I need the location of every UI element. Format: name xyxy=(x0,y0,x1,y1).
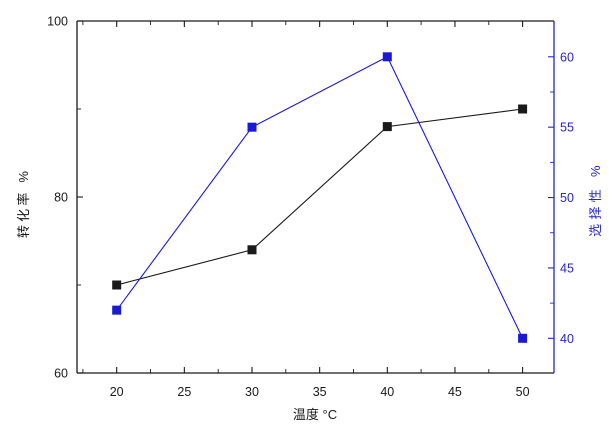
svg-text:60: 60 xyxy=(54,367,68,381)
svg-text:40: 40 xyxy=(380,385,394,399)
svg-text:55: 55 xyxy=(560,121,574,135)
svg-text:30: 30 xyxy=(245,385,259,399)
svg-text:50: 50 xyxy=(560,191,574,205)
svg-text:25: 25 xyxy=(177,385,191,399)
svg-text:80: 80 xyxy=(54,191,68,205)
svg-text:35: 35 xyxy=(313,385,327,399)
svg-text:选择性 %: 选择性 % xyxy=(588,161,603,237)
svg-text:60: 60 xyxy=(560,50,574,64)
svg-text:45: 45 xyxy=(448,385,462,399)
svg-text:温度 °C: 温度 °C xyxy=(293,407,337,422)
svg-text:转化率 %: 转化率 % xyxy=(16,168,31,238)
svg-text:40: 40 xyxy=(560,332,574,346)
svg-text:50: 50 xyxy=(516,385,530,399)
svg-text:20: 20 xyxy=(110,385,124,399)
svg-text:45: 45 xyxy=(560,261,574,275)
svg-text:100: 100 xyxy=(47,15,68,29)
